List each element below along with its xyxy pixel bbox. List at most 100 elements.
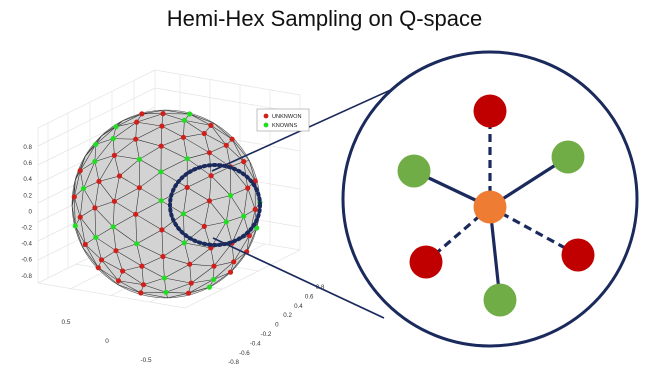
mesh-edge — [114, 187, 140, 202]
known-point — [158, 169, 164, 175]
mesh-edge — [189, 113, 212, 126]
zoom-connector-bottom — [212, 237, 385, 319]
vertical-tick-label: 0.8 — [23, 144, 32, 151]
left-floor-tick-label: 0.5 — [62, 319, 71, 326]
unknown-point — [138, 290, 144, 296]
known-point — [80, 185, 87, 192]
unknown-point — [185, 290, 192, 296]
known-point — [158, 198, 164, 204]
unknown-point — [188, 280, 194, 286]
right-floor-tick-label: 0.2 — [283, 312, 292, 319]
mesh-edge — [226, 145, 244, 162]
mesh-edge — [115, 250, 143, 267]
mesh-edge — [139, 171, 162, 188]
unknown-point — [180, 134, 186, 140]
mesh-edge — [135, 214, 137, 244]
unknown-point — [231, 259, 237, 265]
mesh-edge — [183, 200, 210, 215]
mesh-edge — [209, 200, 227, 223]
known-point — [187, 111, 193, 117]
unknown-point — [159, 227, 165, 233]
known-point — [180, 211, 186, 217]
mesh-edge — [231, 215, 244, 244]
legend-known-marker — [263, 122, 269, 128]
mesh-edge — [139, 159, 162, 173]
mesh-edge — [83, 188, 96, 209]
unknown-point — [133, 211, 139, 217]
mesh-edge — [94, 207, 114, 228]
known-point — [181, 240, 187, 246]
unknown-point — [111, 152, 117, 158]
mesh-edge — [184, 226, 205, 244]
mesh-edge — [85, 244, 102, 260]
mesh-edge — [75, 225, 86, 245]
legend-known-label: KNOWNS — [272, 123, 297, 129]
mesh-edge — [79, 144, 97, 171]
mesh-edge — [187, 175, 212, 188]
mesh-edge — [136, 229, 163, 244]
unknown-point — [208, 173, 214, 179]
mesh-edge — [184, 120, 205, 134]
mesh-edge — [161, 229, 185, 244]
mesh-edge — [71, 179, 76, 206]
mesh-edge — [184, 120, 211, 126]
known-point — [210, 276, 217, 283]
mesh-edge — [75, 225, 83, 248]
mesh-edge — [162, 256, 165, 279]
unknown-point — [229, 136, 235, 142]
mesh-edge — [210, 166, 231, 176]
mesh-edge — [114, 175, 120, 202]
mesh-edge — [246, 235, 250, 252]
mesh-edge — [141, 109, 165, 115]
mesh-edge — [71, 205, 76, 226]
mesh-edge — [83, 161, 96, 189]
mesh-edge — [135, 200, 162, 215]
mesh-edge — [114, 155, 120, 177]
known-point — [206, 284, 212, 290]
unknown-point — [111, 198, 117, 204]
unknown-point — [77, 214, 83, 220]
mesh-edge — [165, 282, 192, 293]
mesh-edge — [140, 292, 168, 299]
mesh-edge — [161, 125, 184, 138]
mesh-edge — [161, 187, 188, 201]
mesh-edge — [162, 242, 185, 257]
mesh-edge — [95, 237, 117, 251]
mesh-edge — [74, 196, 76, 226]
mesh-edge — [188, 286, 210, 294]
mesh-edge — [213, 242, 233, 267]
mesh-edge — [95, 237, 102, 260]
known-point — [223, 219, 229, 225]
mesh-edge — [113, 138, 136, 140]
mesh-edge — [101, 259, 119, 281]
legend-unknown-label: UNKNWON — [272, 114, 302, 120]
right-floor-tick-label: -0.6 — [239, 350, 250, 357]
zoom-known-node-upper-left — [397, 154, 431, 188]
mesh-edge — [230, 195, 244, 217]
mesh-edge — [160, 126, 163, 147]
mesh-edge — [98, 155, 115, 182]
mesh-edge — [162, 113, 185, 121]
zoom-known-node-upper-right — [551, 140, 585, 174]
mesh-edge — [118, 280, 144, 285]
zoom-unknown-node-lower-right — [561, 238, 595, 272]
mesh-edge — [117, 284, 141, 294]
mesh-edge — [187, 152, 210, 159]
mesh-edge — [112, 226, 117, 251]
mesh-edge — [85, 244, 99, 268]
known-point — [113, 124, 119, 130]
unknown-point — [208, 122, 214, 128]
mesh-edge — [136, 121, 162, 127]
mesh-edge — [209, 145, 227, 153]
mesh-edge — [161, 120, 185, 127]
zoom-known-node-bottom — [483, 283, 517, 317]
mesh-edge — [94, 207, 97, 238]
unknown-point — [252, 206, 258, 212]
unknown-point — [71, 194, 77, 200]
mesh-edge — [160, 158, 188, 173]
left-floor-tick-label: 0 — [105, 338, 109, 345]
mesh-edge — [101, 126, 117, 137]
vertical-tick-label: 0.6 — [23, 160, 32, 167]
unknown-point — [245, 185, 251, 191]
mesh-edge — [136, 243, 143, 267]
